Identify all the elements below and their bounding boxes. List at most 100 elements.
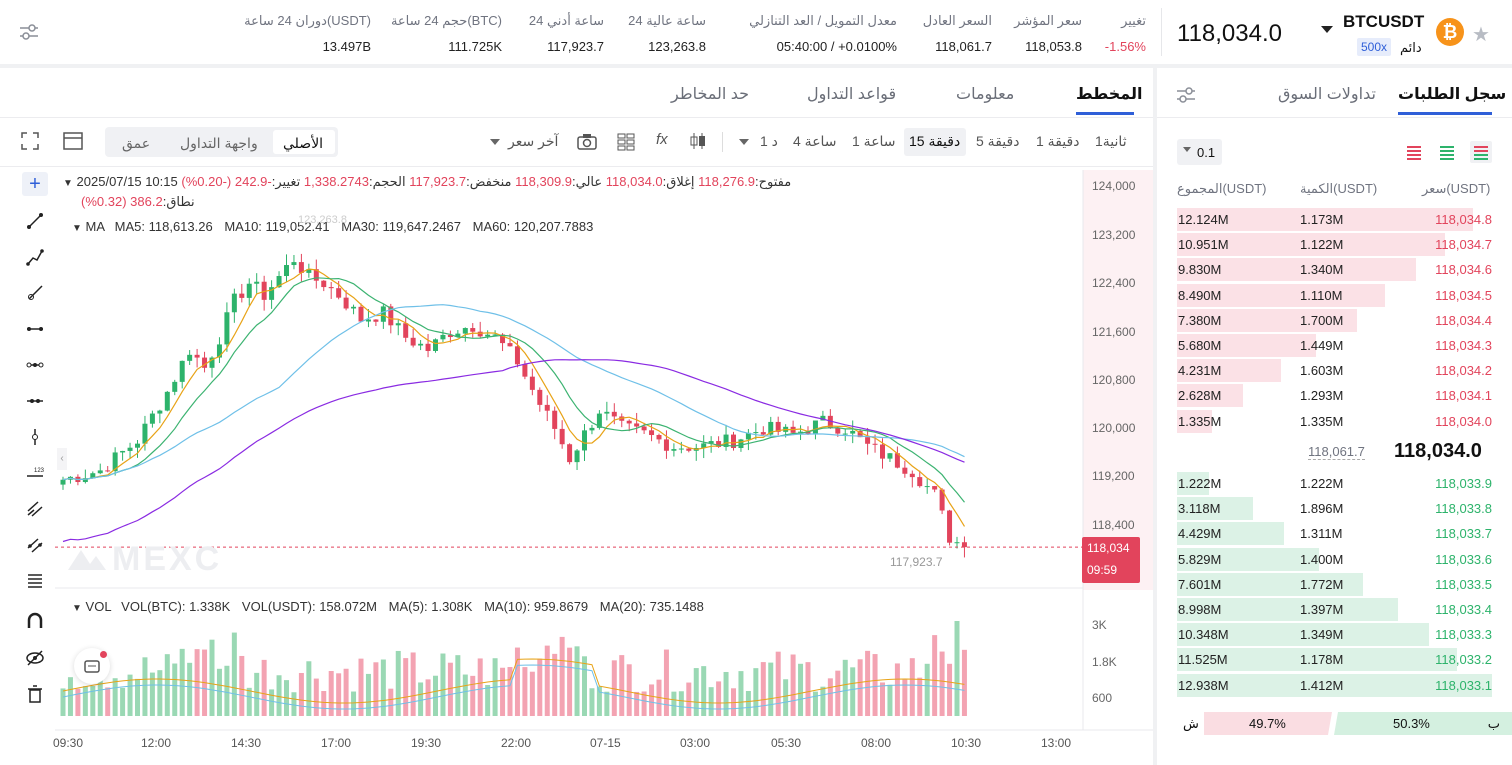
precision-selector[interactable]: 0.1 — [1177, 139, 1222, 165]
view-original[interactable]: الأصلي — [283, 135, 324, 151]
view-depth[interactable]: عمق — [122, 135, 151, 151]
symbol-name[interactable]: BTCUSDT — [1343, 12, 1425, 31]
tf-1m[interactable]: دقيقة 1 — [1036, 133, 1080, 149]
tf-15m[interactable]: دقيقة 15 — [909, 133, 961, 149]
orderbook-settings-icon[interactable] — [1175, 85, 1197, 110]
ma-legend-collapse-icon[interactable]: ▼ — [72, 223, 82, 234]
crosshair-tool-icon[interactable]: + — [22, 172, 48, 196]
row-qty: 1.412M — [1300, 677, 1344, 693]
bid-row[interactable]: 118,033.3 1.349M 10.348M — [1177, 623, 1492, 647]
delete-drawings-icon[interactable] — [22, 682, 48, 706]
price-type-dropdown-icon[interactable] — [490, 139, 500, 145]
tf-1h[interactable]: ساعة 1 — [852, 133, 896, 149]
vol-legend: ▼ VOL VOL(BTC): 1.338K VOL(USDT): 158.07… — [72, 599, 704, 614]
bid-row[interactable]: 118,033.4 1.397M 8.998M — [1177, 598, 1492, 621]
tf-5m[interactable]: دقيقة 5 — [976, 133, 1020, 149]
candle-body — [321, 280, 327, 288]
bid-row[interactable]: 118,033.7 1.311M 4.429M — [1177, 522, 1492, 546]
symbol-dropdown-icon[interactable] — [1321, 26, 1333, 33]
candle-body — [514, 346, 520, 365]
tf-more-dropdown-icon[interactable] — [739, 139, 749, 145]
tab-chart[interactable]: المخطط — [1076, 86, 1143, 103]
magnet-tool-icon[interactable] — [22, 609, 48, 633]
fib-channel-tool-icon[interactable] — [22, 533, 48, 557]
leverage-badge[interactable]: 500x — [1357, 38, 1392, 56]
ask-row[interactable]: 118,034.8 1.173M 12.124M — [1177, 208, 1492, 231]
layout-grid-icon[interactable] — [617, 133, 635, 156]
candle-body — [656, 435, 662, 440]
volume-bar — [403, 658, 409, 716]
candlestick-type-icon[interactable] — [689, 131, 707, 156]
bid-row[interactable]: 118,033.9 1.222M 1.222M — [1177, 472, 1492, 495]
col-header-total: المجموع(USDT) — [1177, 181, 1267, 196]
ask-row[interactable]: 118,034.2 1.603M 4.231M — [1177, 359, 1492, 383]
orderbook-mark-price[interactable]: 118,061.7 — [1308, 444, 1365, 460]
bid-row[interactable]: 118,033.2 1.178M 11.525M — [1177, 648, 1492, 672]
bid-row[interactable]: 118,033.1 1.412M 12.938M — [1177, 673, 1492, 697]
candle-body — [559, 428, 565, 445]
panel-layout-icon[interactable] — [63, 131, 83, 156]
price-label-tool-icon[interactable]: 123 — [22, 461, 48, 485]
x-tick-label: 14:30 — [231, 736, 262, 750]
ask-row[interactable]: 118,034.3 1.449M 5.680M — [1177, 334, 1492, 357]
candle-body — [470, 328, 476, 332]
ask-row[interactable]: 118,034.5 1.110M 8.490M — [1177, 283, 1492, 307]
volume-bar — [142, 657, 148, 716]
view-bids-icon[interactable] — [1436, 141, 1458, 168]
extended-line-tool-icon[interactable] — [22, 389, 48, 413]
tf-4h[interactable]: ساعة 4 — [793, 133, 837, 149]
row-total: 1.222M — [1178, 476, 1222, 491]
tab-risk-limit[interactable]: حد المخاطر — [671, 86, 750, 103]
horizontal-line-tool-icon[interactable] — [22, 317, 48, 341]
fibonacci-tool-icon[interactable] — [22, 569, 48, 593]
view-asks-icon[interactable] — [1403, 141, 1425, 168]
row-price: 118,033.2 — [1435, 652, 1492, 668]
view-tradingview[interactable]: واجهة التداول — [180, 135, 258, 151]
tab-order-book[interactable]: سجل الطلبات — [1398, 86, 1507, 103]
ask-row[interactable]: 118,034.0 1.335M 1.335M — [1177, 409, 1492, 433]
tab-market-trades[interactable]: تداولات السوق — [1278, 86, 1376, 103]
hide-drawings-icon[interactable] — [22, 646, 48, 670]
bid-row[interactable]: 118,033.6 1.400M 5.829M — [1177, 547, 1492, 571]
view-both-icon[interactable] — [1470, 141, 1492, 163]
tab-trading-rules[interactable]: قواعد التداول — [807, 86, 897, 103]
fullscreen-icon[interactable] — [21, 132, 39, 155]
candle-body — [939, 489, 945, 511]
legend-collapse-icon[interactable]: ▼ — [63, 178, 73, 189]
candle-body — [447, 334, 453, 338]
ask-row[interactable]: 118,034.6 1.340M 9.830M — [1177, 258, 1492, 282]
tf-1d[interactable]: د 1 — [760, 133, 778, 149]
volume-bar — [157, 670, 163, 716]
ma30-line — [62, 304, 965, 481]
indicators-fx-icon[interactable]: fx — [656, 131, 668, 148]
candle-body — [209, 357, 215, 368]
candle-body — [738, 439, 744, 449]
ray-tool-icon[interactable] — [22, 281, 48, 305]
tf-1s[interactable]: ثانية1 — [1095, 133, 1127, 149]
chart-collapse-arrow-icon[interactable]: ‹ — [57, 448, 67, 470]
multi-line-tool-icon[interactable] — [22, 245, 48, 269]
vertical-line-tool-icon[interactable] — [22, 425, 48, 449]
ask-row[interactable]: 118,034.4 1.700M 7.380M — [1177, 308, 1492, 332]
ask-row[interactable]: 118,034.7 1.122M 10.951M — [1177, 233, 1492, 257]
price-type-selector[interactable]: آخر سعر — [508, 133, 559, 149]
tab-info[interactable]: معلومات — [956, 86, 1015, 103]
candle-body — [917, 477, 923, 487]
bid-row[interactable]: 118,033.5 1.772M 7.601M — [1177, 572, 1492, 596]
favorite-star-icon[interactable]: ★ — [1472, 24, 1490, 46]
candle-body — [894, 453, 900, 468]
buy-percent: 50.3% — [1393, 716, 1430, 731]
ask-row[interactable]: 118,034.1 1.293M 2.628M — [1177, 384, 1492, 408]
bid-row[interactable]: 118,033.8 1.896M 3.118M — [1177, 497, 1492, 521]
chart-assistant-button[interactable] — [74, 648, 110, 684]
trend-line-tool-icon[interactable] — [22, 209, 48, 233]
vol-legend-collapse-icon[interactable]: ▼ — [72, 603, 82, 614]
header-settings-icon[interactable] — [18, 22, 40, 47]
horizontal-ray-tool-icon[interactable] — [22, 353, 48, 377]
parallel-channel-tool-icon[interactable] — [22, 497, 48, 521]
row-total: 2.628M — [1178, 388, 1222, 404]
stat-funding-rate[interactable]: معدل التمويل / العد التنازلي 05:40:00 / +… — [749, 13, 897, 54]
candlestick-chart[interactable] — [55, 170, 1153, 760]
camera-snapshot-icon[interactable] — [577, 133, 597, 156]
vol-ma10-line — [62, 664, 965, 710]
